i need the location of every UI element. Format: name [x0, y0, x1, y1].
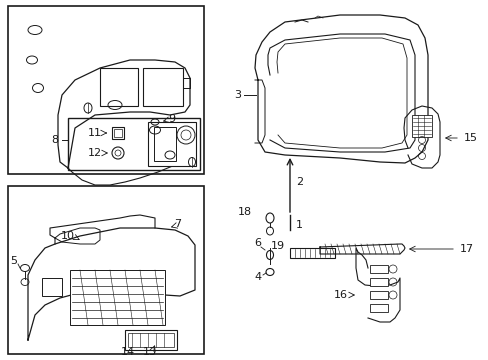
Bar	[100, 68, 138, 106]
Text: 18: 18	[237, 207, 251, 217]
Bar	[411, 115, 431, 137]
Text: 7: 7	[174, 219, 181, 229]
Bar	[112, 127, 124, 139]
Bar	[142, 68, 183, 106]
Text: 11: 11	[88, 128, 102, 138]
Text: 13: 13	[142, 347, 157, 357]
Bar	[8, 6, 203, 174]
Bar	[369, 291, 387, 299]
Bar	[8, 186, 203, 354]
Bar	[148, 122, 196, 166]
Bar	[42, 278, 62, 296]
Bar	[369, 304, 387, 312]
Text: 14: 14	[121, 347, 135, 357]
Bar	[128, 333, 174, 347]
Text: 2: 2	[295, 177, 303, 187]
Text: 4: 4	[254, 272, 261, 282]
Text: 1: 1	[295, 220, 303, 230]
Text: 5: 5	[10, 256, 18, 266]
Bar	[289, 248, 334, 258]
Bar	[154, 127, 176, 161]
Text: 16: 16	[333, 290, 347, 300]
Text: 3: 3	[234, 90, 241, 100]
Text: 15: 15	[463, 133, 477, 143]
Bar	[369, 278, 387, 286]
Text: 19: 19	[270, 241, 285, 251]
Text: 8: 8	[51, 135, 59, 145]
Bar	[125, 330, 177, 350]
Bar	[68, 118, 200, 170]
Bar	[369, 265, 387, 273]
Text: 12: 12	[88, 148, 102, 158]
Text: 17: 17	[459, 244, 473, 254]
Text: 9: 9	[168, 114, 175, 124]
Bar	[114, 129, 122, 137]
Text: 10: 10	[61, 231, 75, 241]
Bar	[70, 270, 164, 325]
Text: 6: 6	[254, 238, 261, 248]
